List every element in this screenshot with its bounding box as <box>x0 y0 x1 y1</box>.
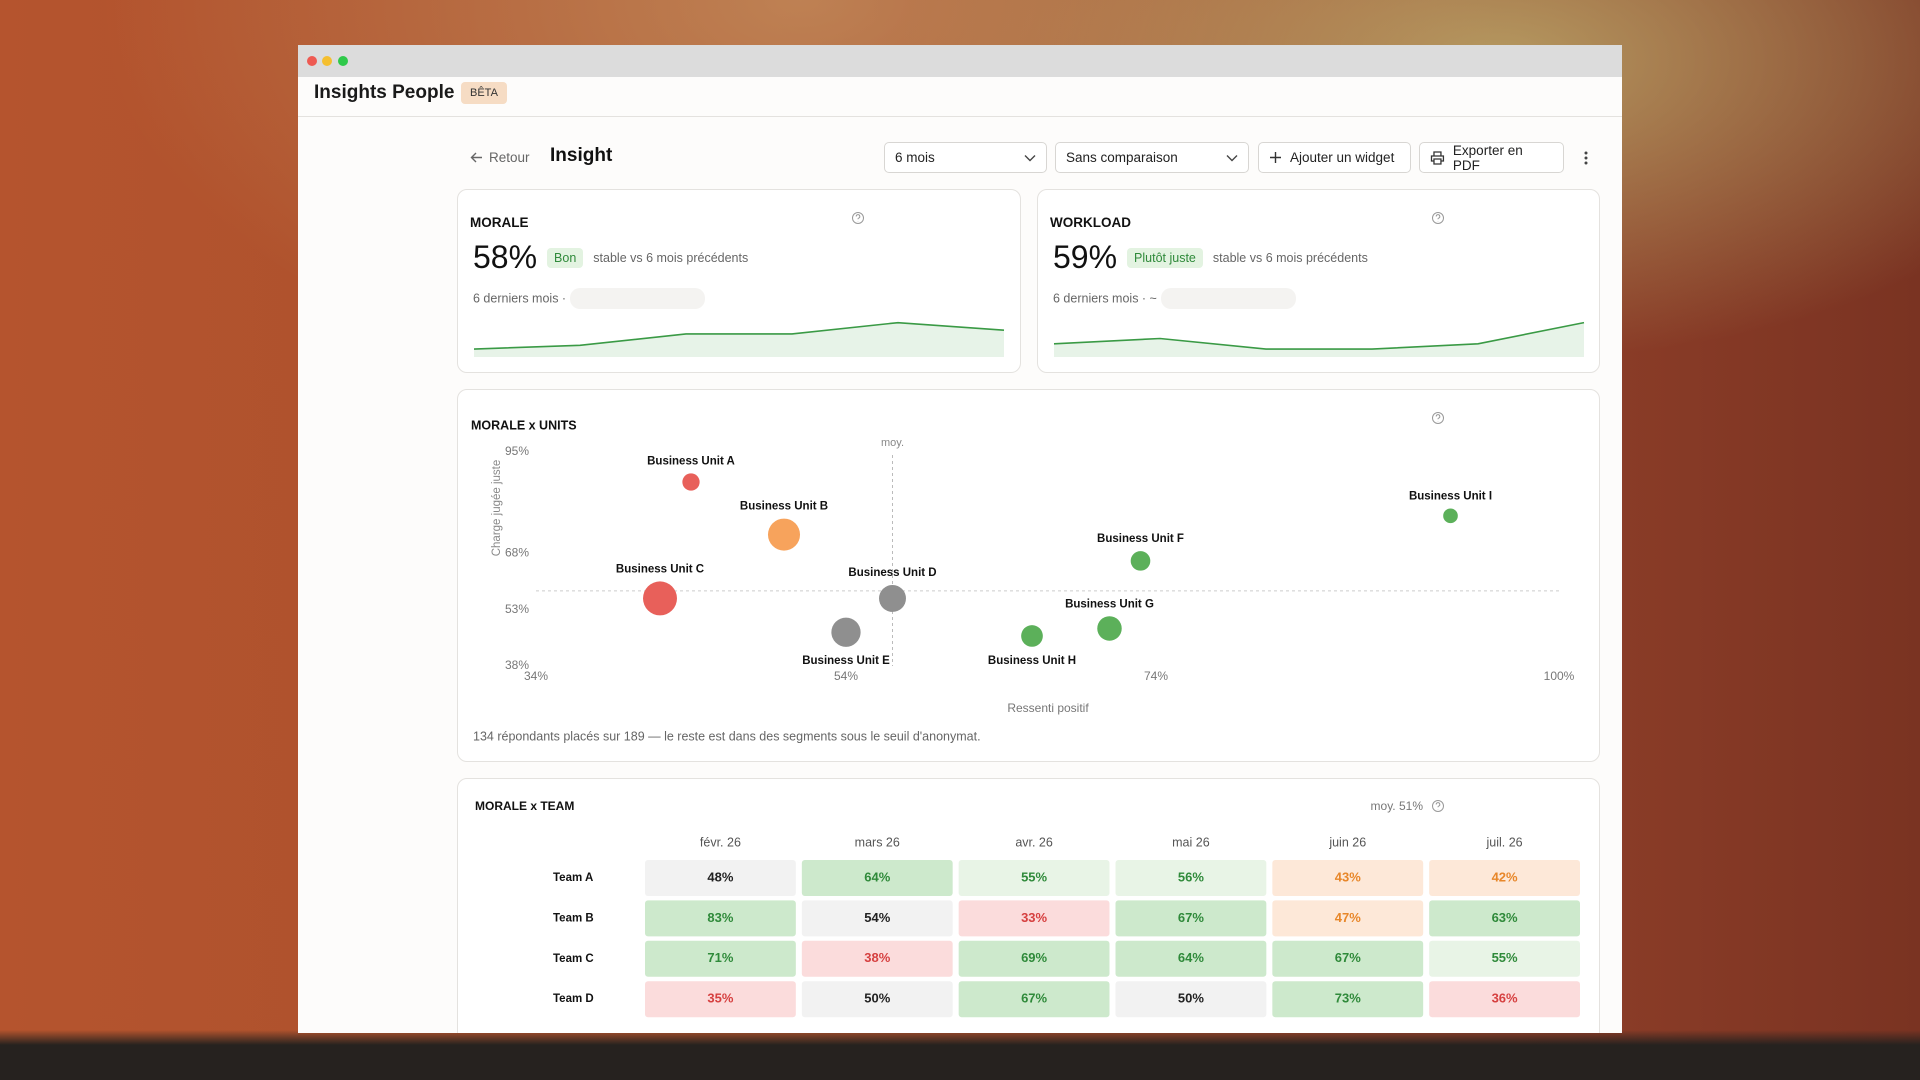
kpi-status: Plutôt juste <box>1127 247 1203 268</box>
skeleton <box>570 288 706 309</box>
zoom-button[interactable] <box>338 56 348 66</box>
kpi-value: 58% <box>473 239 538 275</box>
back-link[interactable]: Retour <box>470 147 530 167</box>
kpi-period: 6 derniers mois · <box>473 291 567 306</box>
comparison-value: Sans comparaison <box>1066 150 1178 165</box>
kpi-morale: MORALE 58% Bon stable vs 6 mois précéden… <box>470 215 748 309</box>
kpi-trend: stable vs 6 mois précédents <box>593 250 749 265</box>
add-widget-button[interactable]: Ajouter un widget <box>1258 142 1411 173</box>
kpi-value: 59% <box>1053 239 1118 275</box>
browser-window: Insights People BÊTA Retour Insight 6 mo… <box>298 45 1622 1033</box>
minimize-button[interactable] <box>322 56 332 66</box>
back-arrow-icon <box>470 152 482 162</box>
kpi-trend: stable vs 6 mois précédents <box>1212 250 1368 265</box>
period-select[interactable]: 6 mois <box>884 142 1047 173</box>
kpi-workload: WORKLOAD 59% Plutôt juste stable vs 6 mo… <box>1050 215 1368 309</box>
beta-badge: BÊTA <box>461 82 507 104</box>
more-menu[interactable] <box>1582 149 1590 167</box>
kpi-period: 6 derniers mois · ~ <box>1053 291 1157 306</box>
kpi-title: MORALE <box>470 215 529 230</box>
plus-icon <box>1270 152 1281 163</box>
export-button[interactable]: Exporter en PDF <box>1419 142 1564 173</box>
page-title: Insight <box>550 145 613 166</box>
add-widget-label: Ajouter un widget <box>1290 150 1395 165</box>
period-value: 6 mois <box>895 150 935 165</box>
heatmap-card <box>457 778 1600 1033</box>
close-button[interactable] <box>307 56 317 66</box>
chevron-icon <box>1024 154 1036 161</box>
chevron-icon <box>1226 154 1238 161</box>
app-title: Insights People <box>314 82 455 103</box>
back-label: Retour <box>489 149 530 165</box>
printer-icon <box>1430 150 1445 165</box>
comparison-select[interactable]: Sans comparaison <box>1055 142 1249 173</box>
kpi-status: Bon <box>547 247 584 268</box>
skeleton <box>1160 288 1296 309</box>
export-label: Exporter en PDF <box>1452 142 1523 173</box>
kpi-title: WORKLOAD <box>1050 215 1131 230</box>
app-header <box>298 77 1622 117</box>
title-bar <box>298 45 1622 77</box>
scatter-card <box>457 389 1600 762</box>
